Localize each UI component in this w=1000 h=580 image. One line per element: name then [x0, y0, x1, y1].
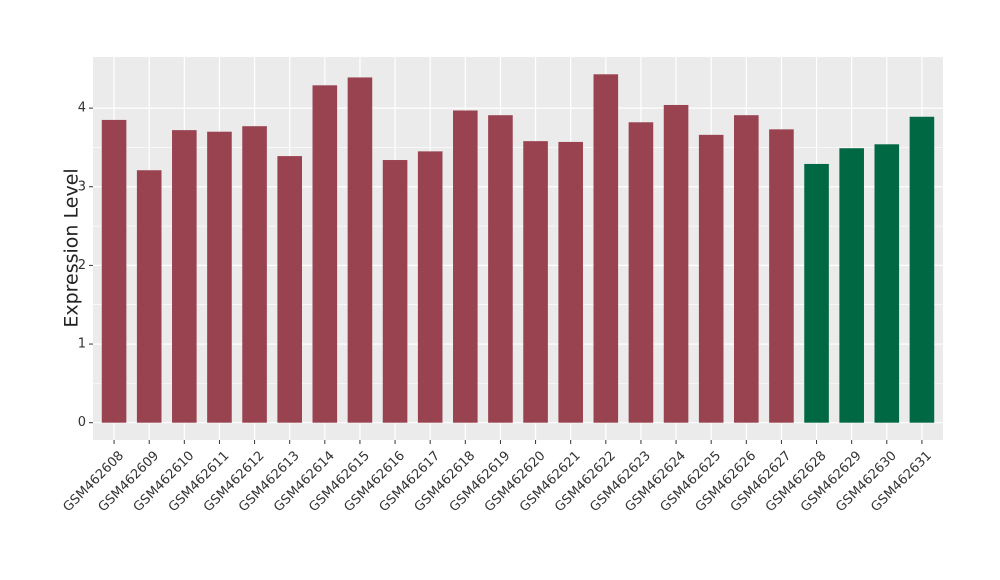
- bar: [909, 116, 935, 423]
- bar: [347, 77, 373, 423]
- bar: [136, 170, 162, 423]
- bar: [769, 129, 794, 423]
- y-tick-label: 2: [78, 258, 86, 273]
- y-tick-label: 4: [78, 101, 86, 116]
- y-axis-title: Expression Level: [61, 168, 83, 327]
- y-tick-label: 3: [78, 179, 86, 194]
- bar: [523, 141, 548, 423]
- bar: [558, 141, 583, 423]
- y-tick-label: 0: [78, 415, 86, 430]
- bar: [277, 156, 302, 423]
- bar: [874, 144, 900, 423]
- bar: [698, 134, 724, 423]
- bar: [663, 104, 689, 423]
- bar: [628, 122, 654, 423]
- bars: [101, 74, 935, 423]
- bar: [734, 115, 759, 423]
- bar: [488, 115, 513, 423]
- bar: [172, 130, 197, 423]
- y-tick-label: 1: [78, 337, 86, 352]
- bar: [382, 160, 408, 423]
- bar: [312, 85, 338, 423]
- bar: [417, 151, 443, 423]
- bar: [839, 148, 864, 423]
- bar: [101, 119, 127, 423]
- bar: [804, 163, 829, 423]
- panel-background: [93, 57, 943, 440]
- bar: [207, 131, 232, 423]
- bar: [453, 110, 478, 423]
- bar: [242, 126, 267, 423]
- bar: [593, 74, 619, 423]
